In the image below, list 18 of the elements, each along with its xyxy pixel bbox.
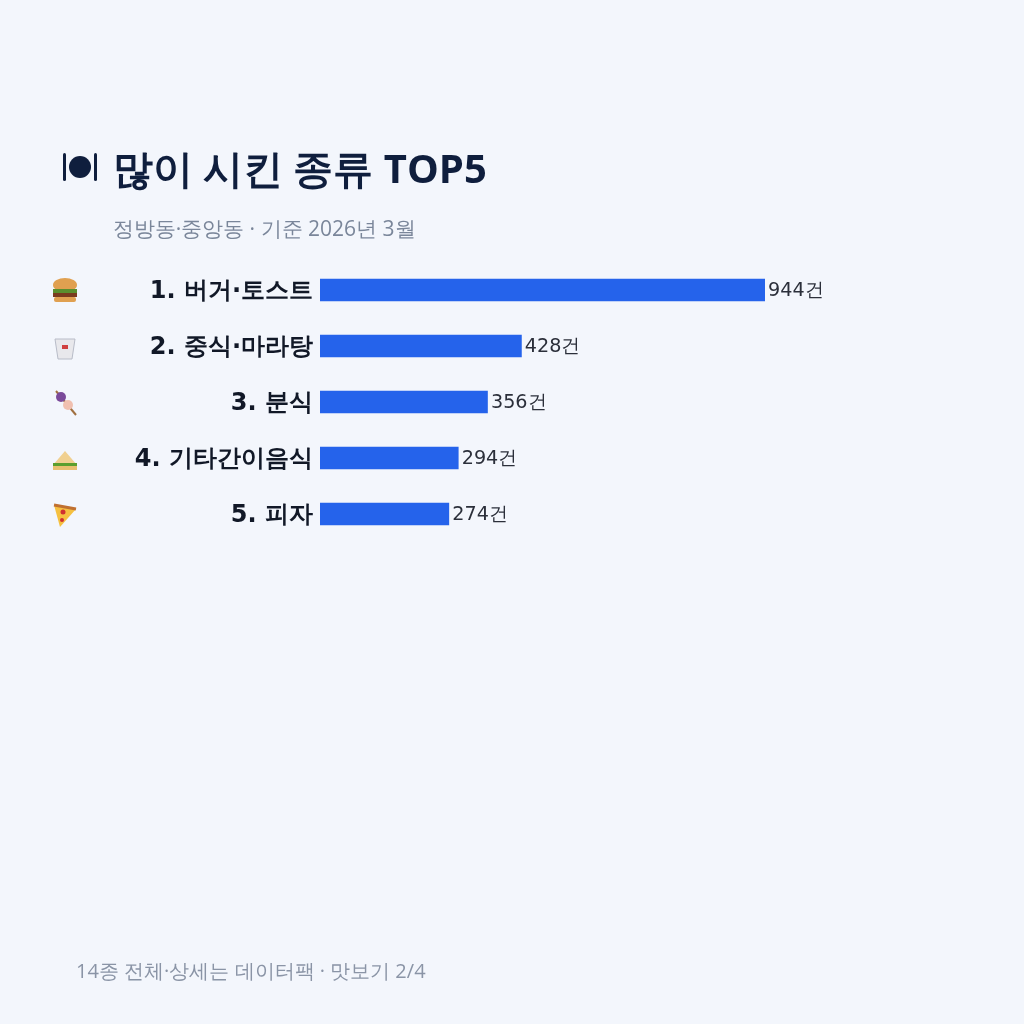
y-tick-label: 1. 버거·토스트: [149, 276, 313, 305]
data-label: 294건: [461, 446, 518, 470]
y-tick-label: 4. 기타간이음식: [134, 444, 313, 473]
data-label: 428건: [524, 334, 581, 358]
bar: [320, 502, 450, 526]
y-tick-label: 3. 분식: [230, 388, 313, 417]
y-tick-label: 2. 중식·마라탕: [149, 332, 313, 361]
chart-title: 많이 시킨 종류 TOP5: [112, 139, 487, 195]
y-tick-label: 5. 피자: [230, 500, 313, 529]
data-label: 274건: [452, 502, 508, 526]
text: 14종 전체·상세는 데이터팩 · 맛보기 2/4: [76, 957, 427, 984]
bar: [320, 334, 522, 358]
data-label: 356건: [490, 390, 547, 414]
chart-subtitle: 정방동·중앙동 · 기준 2026년 3월: [112, 213, 416, 242]
bar: [320, 390, 488, 414]
bar: [320, 446, 459, 470]
data-label: 944건: [768, 278, 824, 302]
bar: [320, 278, 765, 302]
